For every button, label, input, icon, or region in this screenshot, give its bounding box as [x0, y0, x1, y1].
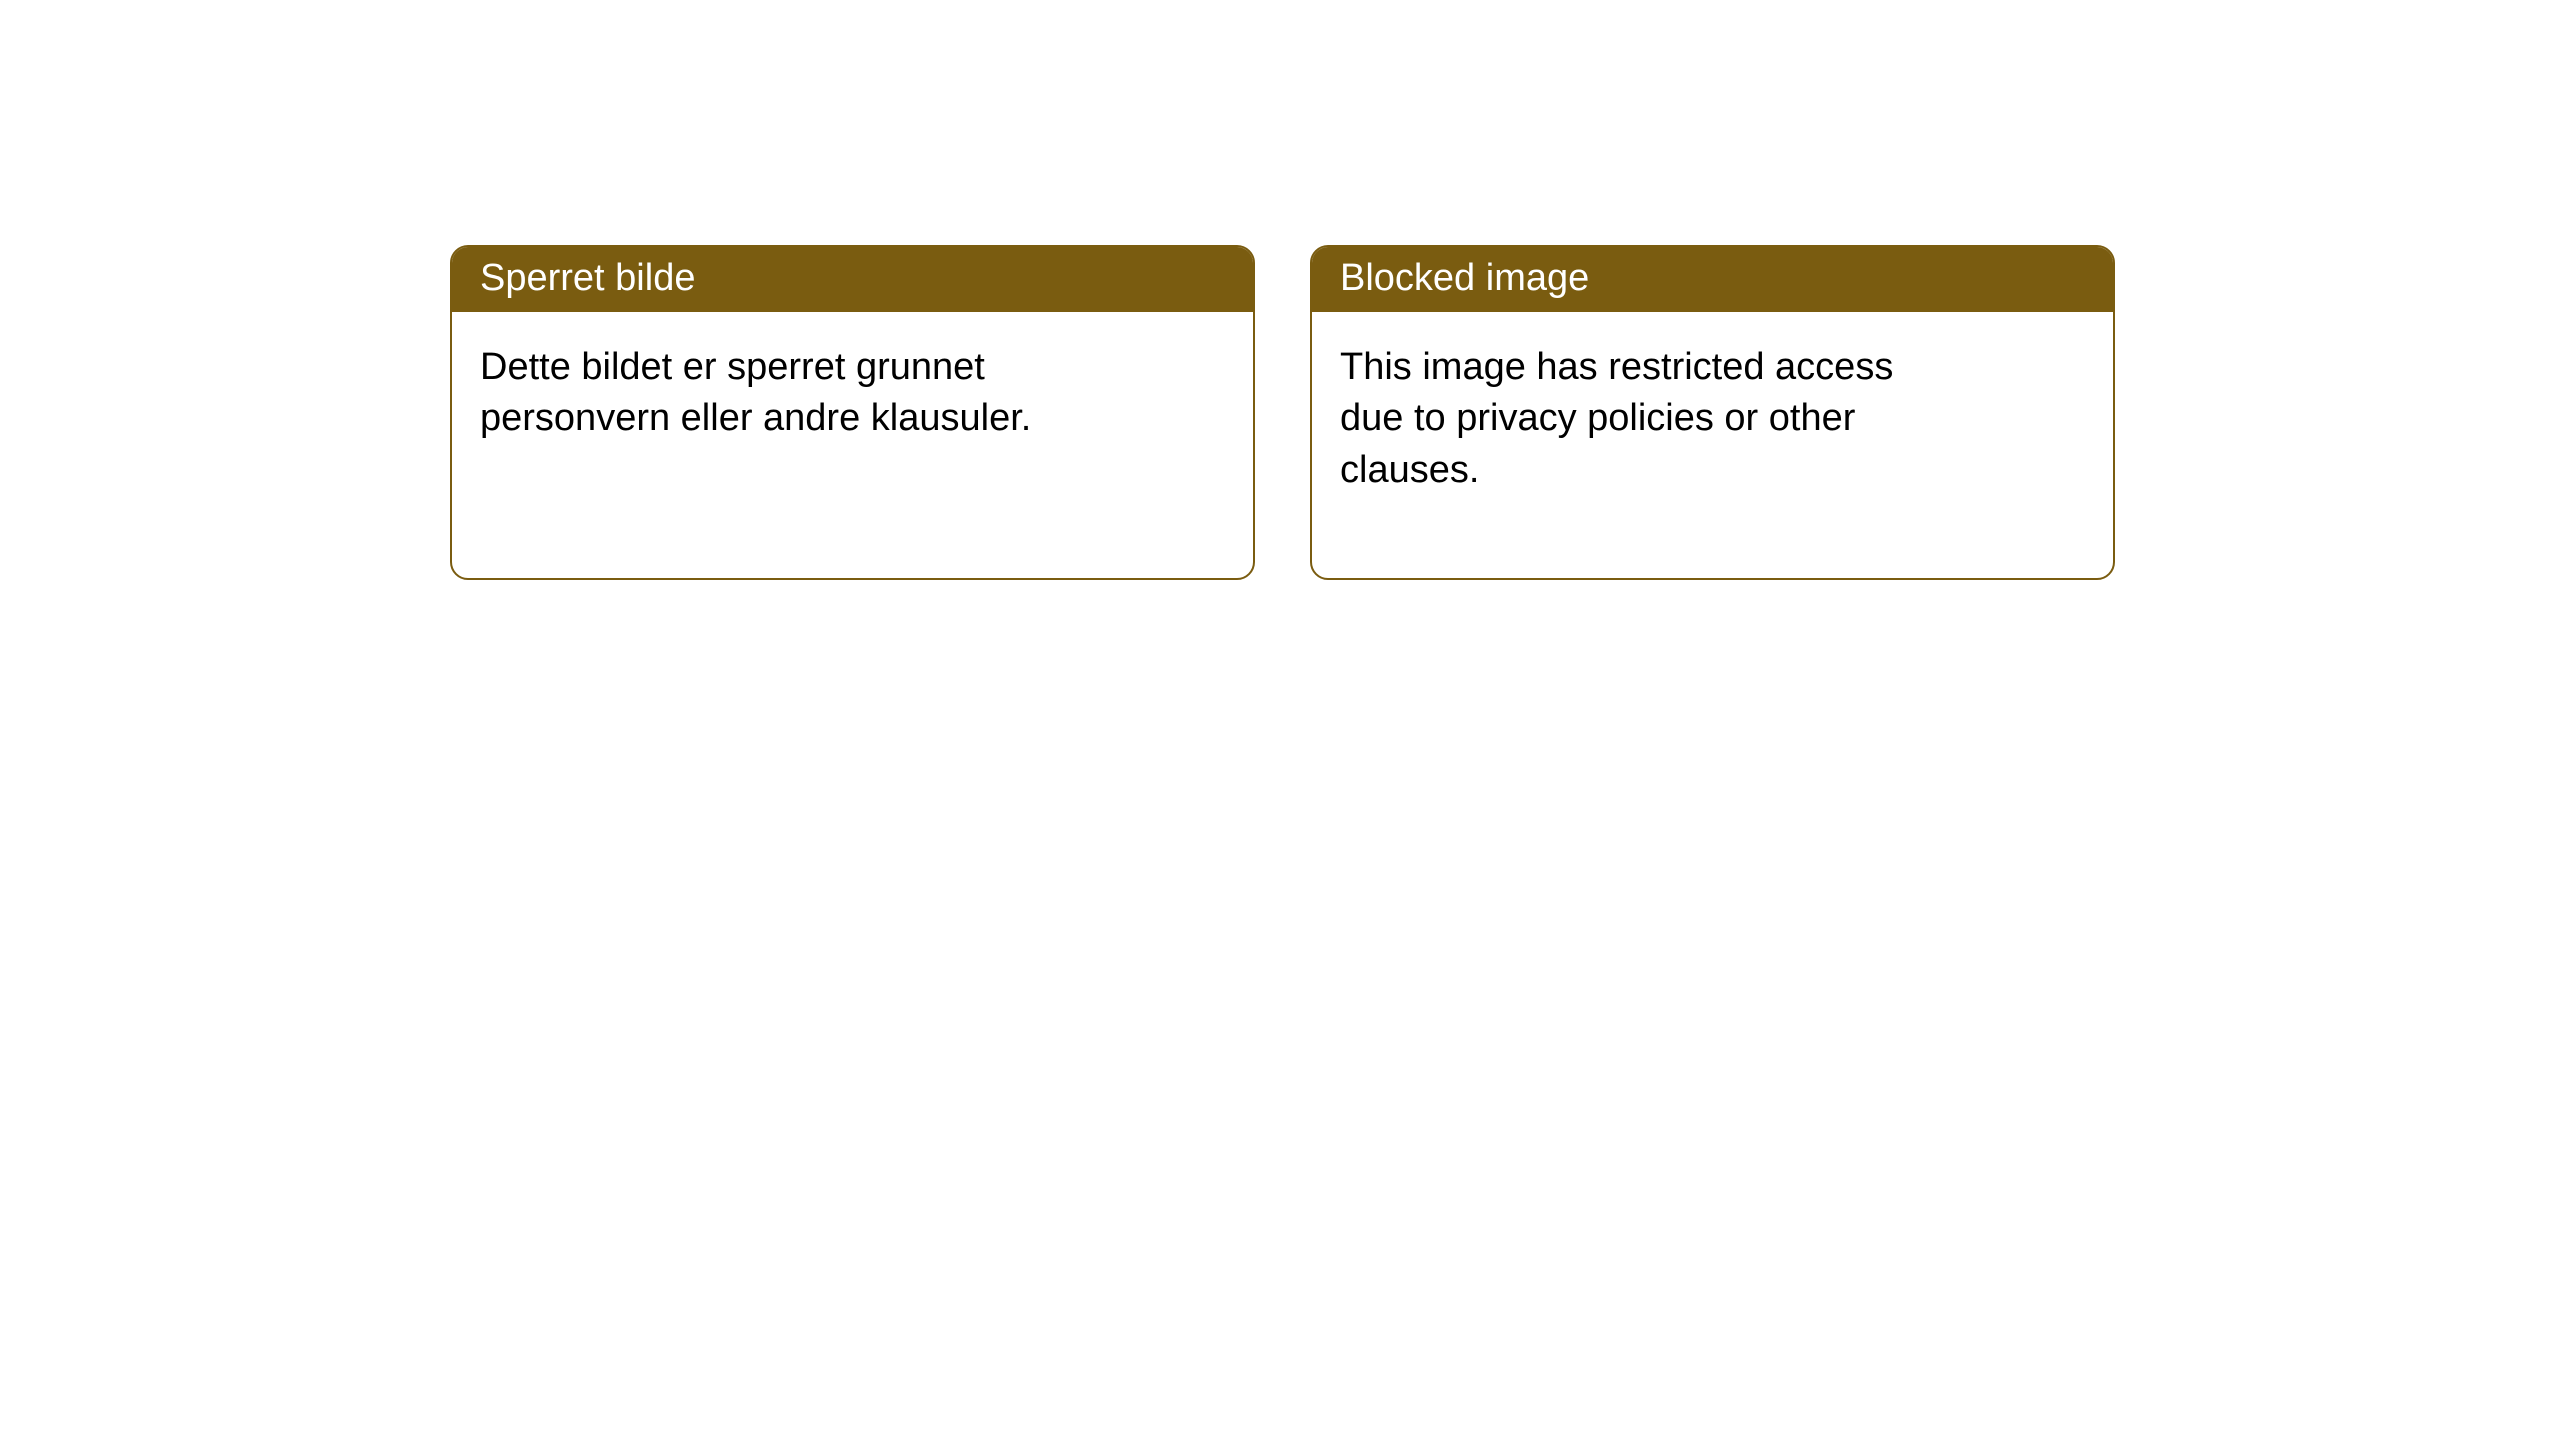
notice-header-no: Sperret bilde [452, 247, 1253, 312]
notice-card-no: Sperret bilde Dette bildet er sperret gr… [450, 245, 1255, 580]
notice-body-no: Dette bildet er sperret grunnet personve… [452, 312, 1132, 475]
notice-container: Sperret bilde Dette bildet er sperret gr… [450, 245, 2115, 580]
notice-card-en: Blocked image This image has restricted … [1310, 245, 2115, 580]
notice-header-en: Blocked image [1312, 247, 2113, 312]
notice-body-en: This image has restricted access due to … [1312, 312, 1992, 526]
